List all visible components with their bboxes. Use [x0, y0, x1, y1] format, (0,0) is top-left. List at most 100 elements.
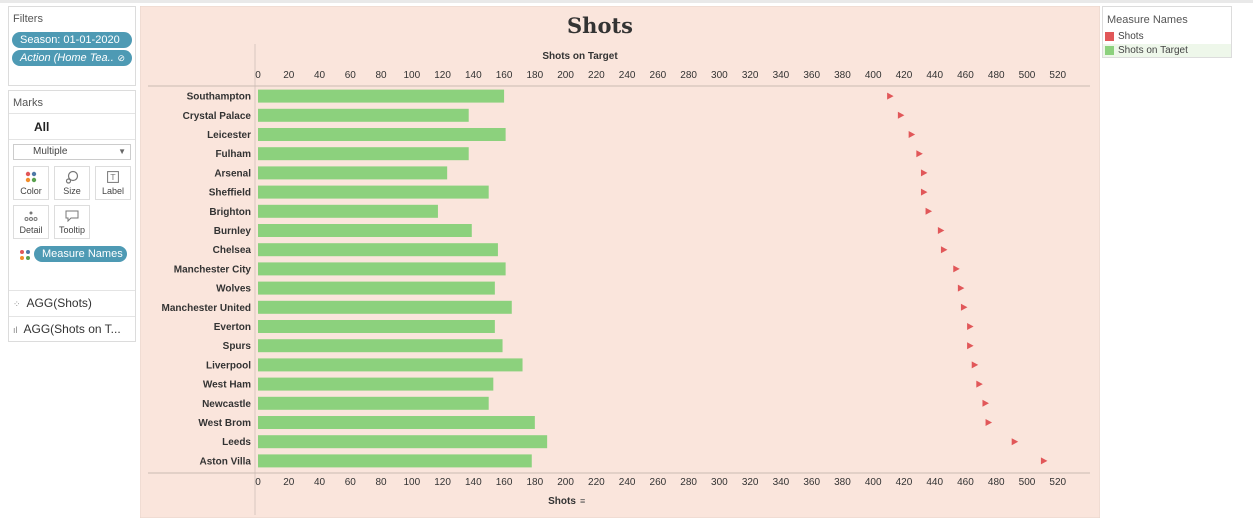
bottom-tick-label-20: 20: [283, 477, 295, 488]
bottom-tick-label-100: 100: [403, 477, 420, 488]
top-tick-label-360: 360: [803, 70, 820, 81]
size-button[interactable]: Size: [54, 166, 90, 200]
top-tick-label-340: 340: [773, 70, 790, 81]
bar-burnley: [258, 224, 472, 237]
bottom-tick-label-380: 380: [834, 477, 851, 488]
row-label-manchester-city: Manchester City: [174, 264, 252, 275]
row-label-sheffield: Sheffield: [209, 188, 251, 199]
bottom-tick-label-280: 280: [680, 477, 697, 488]
shots-point-sheffield: [920, 188, 928, 196]
marks-divider-4: [9, 316, 135, 317]
shots-point-arsenal: [920, 169, 928, 177]
agg-shots-on-target[interactable]: ıl AGG(Shots on T...: [13, 322, 121, 336]
top-tick-label-60: 60: [345, 70, 357, 81]
legend-item-shots-on-target[interactable]: Shots on Target: [1103, 44, 1231, 57]
row-label-brighton: Brighton: [209, 207, 251, 218]
top-tick-label-440: 440: [926, 70, 943, 81]
bar-everton: [258, 320, 495, 333]
bar-west-brom: [258, 416, 535, 429]
bar-chelsea: [258, 243, 498, 257]
marks-panel: Marks: [8, 90, 136, 342]
legend-label-shots-on-target: Shots on Target: [1118, 45, 1188, 56]
bar-spurs: [258, 339, 503, 353]
bottom-tick-label-500: 500: [1019, 477, 1036, 488]
shots-point-fulham: [916, 150, 923, 158]
bottom-tick-label-200: 200: [557, 477, 574, 488]
filters-title: Filters: [13, 13, 43, 25]
bar-sheffield: [258, 185, 489, 199]
bottom-axis-title: Shots: [548, 496, 576, 507]
top-tick-label-320: 320: [742, 70, 759, 81]
shots-point-wolves: [957, 284, 965, 292]
top-tick-label-40: 40: [314, 70, 326, 81]
shots-point-chelsea: [940, 246, 948, 254]
color-button[interactable]: Color: [13, 166, 49, 200]
detail-button[interactable]: Detail: [13, 205, 49, 239]
bar-manchester-united: [258, 300, 512, 314]
marks-divider-3: [9, 290, 135, 291]
bar-arsenal: [258, 166, 448, 180]
filter-pill-action[interactable]: Action (Home Tea.. ⊘: [12, 50, 132, 66]
label-icon: T: [96, 167, 130, 185]
shots-point-southampton: [887, 92, 894, 100]
bar-west-ham: [258, 377, 494, 391]
marks-divider: [9, 113, 135, 114]
shots-point-leicester: [908, 131, 916, 138]
bottom-tick-label-120: 120: [434, 477, 451, 488]
row-label-manchester-united: Manchester United: [162, 303, 251, 314]
legend-swatch-shots: [1105, 32, 1114, 41]
bottom-tick-label-400: 400: [865, 477, 882, 488]
agg-shots-on-target-label: AGG(Shots on T...: [23, 322, 121, 336]
bottom-tick-label-240: 240: [619, 477, 636, 488]
detail-icon: [14, 206, 48, 224]
row-label-fulham: Fulham: [215, 149, 251, 160]
top-tick-label-220: 220: [588, 70, 605, 81]
top-tick-label-500: 500: [1019, 70, 1036, 81]
bar-leeds: [258, 435, 548, 449]
chart-area: Shots Shots on Target Shots ≡ 0 0 20 20 40 40 60 60…: [139, 5, 1101, 519]
shots-point-leeds: [1011, 438, 1019, 446]
top-tick-label-520: 520: [1049, 70, 1066, 81]
top-tick-label-20: 20: [283, 70, 295, 81]
row-label-wolves: Wolves: [216, 284, 251, 295]
chevron-down-icon: ▼: [118, 147, 126, 156]
row-label-west-brom: West Brom: [198, 418, 251, 429]
top-border: [0, 0, 1253, 3]
bottom-tick-label-320: 320: [742, 477, 759, 488]
shots-point-everton: [967, 323, 974, 330]
bottom-tick-label-360: 360: [803, 477, 820, 488]
top-tick-label-140: 140: [465, 70, 482, 81]
measure-names-pill[interactable]: Measure Names: [34, 246, 127, 262]
row-label-liverpool: Liverpool: [206, 360, 251, 371]
size-icon: [55, 167, 89, 185]
bottom-tick-label-40: 40: [314, 477, 326, 488]
color-dots-icon: [19, 248, 31, 266]
detail-button-label: Detail: [19, 225, 43, 235]
shots-point-west-ham: [976, 380, 983, 388]
bar-brighton: [258, 204, 438, 218]
bottom-tick-label-300: 300: [711, 477, 728, 488]
size-button-label: Size: [63, 186, 81, 196]
shots-point-aston-villa: [1040, 457, 1048, 465]
shots-point-manchester-city: [953, 265, 960, 273]
filter-pill-action-label: Action (Home Tea..: [20, 52, 114, 64]
bottom-tick-label-220: 220: [588, 477, 605, 488]
row-label-crystal-palace: Crystal Palace: [183, 111, 252, 122]
shots-point-brighton: [925, 207, 933, 215]
shots-point-west-brom: [985, 419, 993, 426]
top-tick-label-160: 160: [496, 70, 513, 81]
row-label-arsenal: Arsenal: [214, 168, 251, 179]
legend-item-shots[interactable]: Shots: [1103, 30, 1231, 43]
label-button-label: Label: [101, 186, 125, 196]
top-tick-label-380: 380: [834, 70, 851, 81]
agg-shots[interactable]: ⁘ AGG(Shots): [13, 296, 92, 310]
agg-shots-label: AGG(Shots): [26, 296, 92, 310]
marks-all-tab[interactable]: All: [34, 120, 50, 134]
mark-type-select[interactable]: Multiple ▼: [13, 144, 131, 160]
tooltip-button[interactable]: Tooltip: [54, 205, 90, 239]
bar-leicester: [258, 128, 506, 141]
bar-chart-icon: ıl: [13, 325, 18, 335]
label-button[interactable]: T Label: [95, 166, 131, 200]
scatter-icon: ⁘: [13, 299, 21, 309]
filter-pill-season[interactable]: Season: 01-01-2020: [12, 32, 132, 48]
